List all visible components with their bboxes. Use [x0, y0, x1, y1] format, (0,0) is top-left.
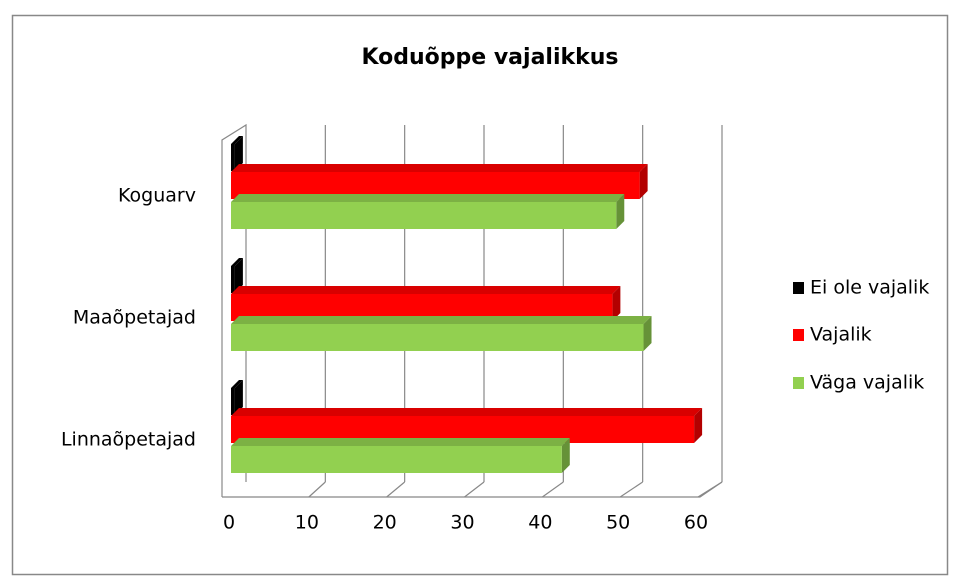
grid-line	[386, 481, 406, 498]
bar-side	[561, 438, 570, 473]
bar	[231, 316, 652, 351]
legend-label: Ei ole vajalik	[810, 277, 929, 299]
y-tick-label: Linnaõpetajad	[61, 429, 196, 451]
x-tick-label: 0	[223, 512, 235, 534]
bar-top	[231, 438, 570, 446]
bar-top	[231, 380, 243, 388]
bar	[231, 438, 570, 473]
legend-label: Väga vajalik	[810, 372, 924, 394]
grid-line	[619, 481, 643, 498]
bar-top	[231, 258, 243, 266]
bar-front	[231, 266, 235, 293]
y-tick-label: Koguarv	[118, 185, 196, 207]
bar-side	[234, 136, 243, 171]
chart-title: Koduõppe vajalikkus	[361, 45, 618, 70]
bar-side	[643, 316, 652, 351]
bar-side	[639, 164, 648, 199]
bar-top	[231, 164, 648, 172]
bar-front	[231, 388, 235, 415]
bar-top	[231, 136, 243, 144]
x-tick-label: 60	[684, 512, 708, 534]
bar-top	[231, 408, 703, 416]
grid-line	[464, 481, 485, 498]
bar	[231, 258, 243, 293]
bar-top	[231, 286, 621, 294]
x-tick-label: 10	[295, 512, 319, 534]
x-tick-label: 30	[450, 512, 474, 534]
bar	[231, 194, 625, 229]
bar	[231, 408, 703, 443]
x-tick-label: 40	[528, 512, 552, 534]
bar	[231, 286, 621, 321]
bar-front	[231, 324, 644, 351]
bar-top	[231, 194, 625, 202]
bar-side	[234, 380, 243, 415]
legend-label: Vajalik	[810, 324, 872, 346]
x-tick-label: 20	[373, 512, 397, 534]
grid-line	[697, 481, 723, 498]
legend-swatch	[793, 329, 804, 341]
bar-front	[231, 144, 235, 171]
bar-front	[231, 202, 617, 229]
bar	[231, 380, 243, 415]
grid-line	[308, 481, 326, 498]
bar-side	[612, 286, 621, 321]
legend-swatch	[793, 377, 804, 389]
bar-side	[616, 194, 625, 229]
legend-swatch	[793, 282, 804, 294]
x-tick-label: 50	[606, 512, 630, 534]
y-tick-label: Maaõpetajad	[73, 307, 196, 329]
bar-top	[231, 316, 652, 324]
bar-side	[694, 408, 703, 443]
bar-side	[234, 258, 243, 293]
bar-front	[231, 446, 562, 473]
grid-line	[541, 481, 564, 498]
bar	[231, 164, 648, 199]
bar	[231, 136, 243, 171]
